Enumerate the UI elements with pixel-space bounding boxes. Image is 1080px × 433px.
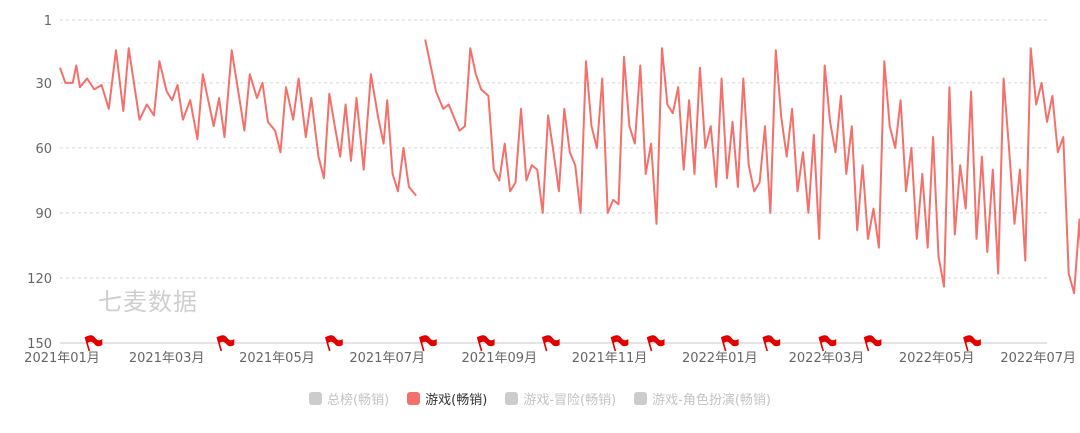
event-flag[interactable] <box>818 335 837 352</box>
legend: 总榜(畅销) 游戏(畅销) 游戏-冒险(畅销) 游戏-角色扮演(畅销) <box>0 386 1080 410</box>
event-flag[interactable] <box>646 335 665 352</box>
series-line <box>424 39 1080 295</box>
event-flag[interactable] <box>541 335 560 352</box>
legend-swatch <box>634 391 648 405</box>
series-line-layer <box>59 39 1080 295</box>
legend-swatch <box>309 391 322 405</box>
x-tick-label: 2022年01月 <box>682 351 758 366</box>
watermark: 七麦数据 <box>98 288 198 316</box>
x-tick-label: 2021年05月 <box>239 351 315 366</box>
legend-label: 总榜(畅销) <box>327 392 390 408</box>
event-flag[interactable] <box>762 335 781 352</box>
event-flag[interactable] <box>963 335 981 352</box>
event-flag[interactable] <box>324 335 343 352</box>
event-flags <box>84 335 981 352</box>
x-tick-label: 2021年07月 <box>349 351 425 366</box>
event-flag[interactable] <box>720 335 739 352</box>
series-line <box>59 47 417 197</box>
y-tick-label: 30 <box>35 77 52 92</box>
y-tick-label: 60 <box>35 142 52 157</box>
legend-swatch <box>505 391 519 405</box>
y-tick-label: 150 <box>27 337 52 352</box>
event-flag[interactable] <box>610 335 629 352</box>
y-axis-ticks: 1 30 60 90 120 150 <box>27 14 52 352</box>
event-flag[interactable] <box>216 335 235 352</box>
y-tick-label: 1 <box>44 14 52 29</box>
x-axis-ticks: 2021年01月 2021年03月 2021年05月 2021年07月 2021年09月… <box>24 351 1076 366</box>
legend-label: 游戏-角色扮演(畅销) <box>652 392 771 408</box>
legend-label: 游戏-冒险(畅销) <box>523 392 617 408</box>
x-tick-label: 2022年05月 <box>899 351 975 366</box>
event-flag[interactable] <box>476 335 495 352</box>
event-flag[interactable] <box>418 335 437 352</box>
x-tick-label: 2022年03月 <box>789 351 865 366</box>
x-tick-label: 2021年03月 <box>129 351 205 366</box>
x-tick-label: 2021年01月 <box>24 351 100 366</box>
legend-label: 游戏(畅销) <box>425 392 488 408</box>
legend-item[interactable]: 游戏(畅销) <box>407 389 487 408</box>
y-tick-label: 120 <box>27 272 52 287</box>
event-flag[interactable] <box>84 335 103 352</box>
x-tick-label: 2021年09月 <box>461 351 537 366</box>
y-tick-label: 90 <box>35 207 52 222</box>
event-flag[interactable] <box>863 335 882 352</box>
legend-item[interactable]: 总榜(畅销) <box>309 389 389 408</box>
legend-swatch <box>407 391 421 405</box>
x-tick-label: 2021年11月 <box>572 351 648 366</box>
legend-item[interactable]: 游戏-冒险(畅销) <box>505 389 616 408</box>
legend-item[interactable]: 游戏-角色扮演(畅销) <box>634 389 771 408</box>
x-tick-label: 2022年07月 <box>1000 351 1076 366</box>
